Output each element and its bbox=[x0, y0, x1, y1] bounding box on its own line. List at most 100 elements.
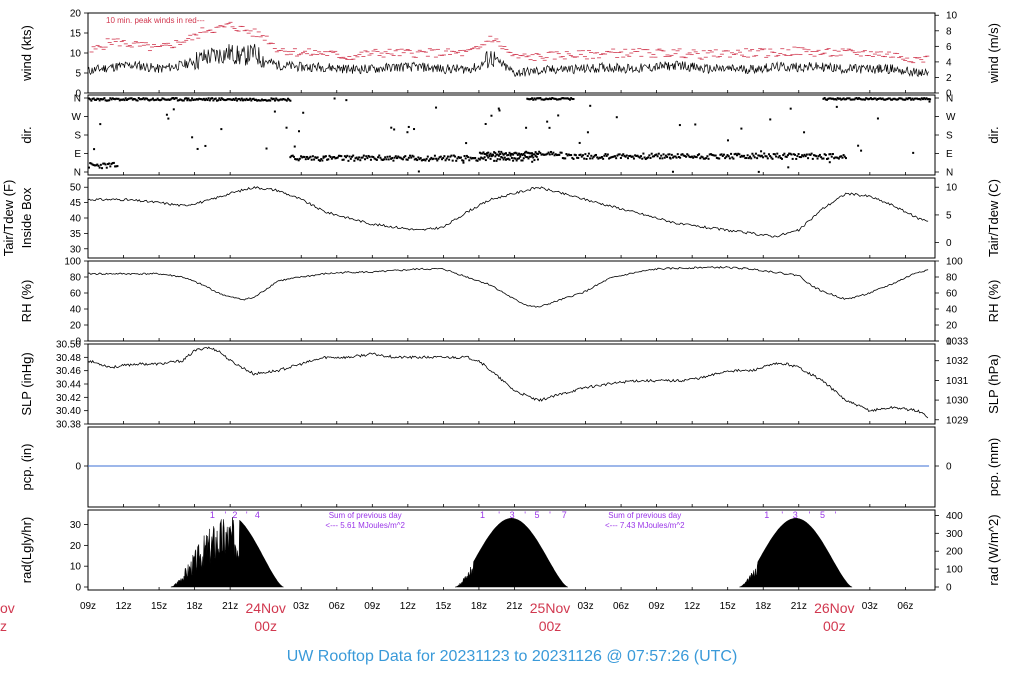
direction-point bbox=[887, 97, 890, 100]
direction-point bbox=[461, 159, 464, 162]
direction-point bbox=[247, 98, 250, 101]
direction-point bbox=[591, 157, 594, 160]
direction-point bbox=[814, 154, 817, 157]
direction-point bbox=[621, 154, 624, 157]
direction-point bbox=[732, 157, 735, 160]
direction-point bbox=[484, 159, 487, 162]
direction-point bbox=[510, 152, 513, 155]
y-axis-label-left: pcp. (in) bbox=[19, 444, 34, 491]
y-tick-label: 20 bbox=[70, 9, 82, 20]
direction-point bbox=[515, 152, 518, 155]
direction-point bbox=[490, 114, 493, 117]
direction-point bbox=[852, 98, 855, 101]
direction-point bbox=[740, 154, 743, 157]
direction-point bbox=[520, 159, 523, 162]
direction-point bbox=[101, 98, 104, 101]
direction-point bbox=[483, 152, 486, 155]
y-tick-label-right: 20 bbox=[946, 321, 958, 332]
direction-point bbox=[572, 157, 575, 160]
direction-point bbox=[849, 98, 852, 101]
direction-point bbox=[534, 154, 537, 157]
direction-point bbox=[488, 154, 491, 157]
direction-point bbox=[906, 98, 909, 101]
x-tick-label: 03z bbox=[577, 601, 593, 612]
direction-point bbox=[769, 118, 772, 121]
direction-point bbox=[213, 98, 216, 101]
direction-point bbox=[683, 154, 686, 157]
direction-point bbox=[400, 157, 403, 160]
direction-point bbox=[379, 156, 382, 159]
direction-point bbox=[758, 154, 761, 157]
direction-point bbox=[384, 156, 387, 159]
direction-point bbox=[226, 98, 229, 101]
direction-point bbox=[844, 98, 847, 101]
y-tick-label-right: 100 bbox=[946, 565, 963, 576]
direction-point bbox=[317, 159, 320, 162]
y-tick-label: 20 bbox=[70, 541, 82, 552]
direction-point bbox=[110, 162, 113, 165]
direction-point bbox=[555, 98, 558, 101]
direction-point bbox=[605, 154, 608, 157]
direction-point bbox=[221, 98, 224, 101]
y-axis-right-rh: 0 20 40 60 80 100 bbox=[935, 257, 963, 348]
panel-frame-pcp bbox=[87, 426, 936, 508]
direction-point bbox=[759, 155, 762, 158]
direction-point bbox=[597, 157, 600, 160]
direction-point bbox=[598, 156, 601, 159]
direction-point bbox=[493, 159, 496, 162]
direction-point bbox=[497, 154, 500, 157]
y-axis-label-right: SLP (hPa) bbox=[986, 354, 1001, 414]
direction-point bbox=[840, 155, 843, 158]
direction-point bbox=[303, 155, 306, 158]
direction-point bbox=[544, 153, 547, 156]
direction-point bbox=[444, 159, 447, 162]
direction-point bbox=[821, 157, 824, 160]
direction-point bbox=[212, 99, 215, 102]
hour-mark: ' bbox=[524, 510, 526, 520]
direction-point bbox=[393, 156, 396, 159]
direction-point bbox=[148, 99, 151, 102]
direction-point bbox=[179, 98, 182, 101]
direction-point bbox=[608, 157, 611, 160]
direction-point bbox=[603, 154, 606, 157]
direction-point bbox=[532, 156, 535, 159]
direction-point bbox=[518, 157, 521, 160]
direction-point bbox=[911, 97, 914, 100]
y-tick-label-right: 40 bbox=[946, 305, 958, 316]
direction-point bbox=[747, 157, 750, 160]
x-tick-label: 12z bbox=[684, 601, 700, 612]
direction-point bbox=[244, 99, 247, 102]
direction-point bbox=[664, 154, 667, 157]
direction-point bbox=[572, 98, 575, 101]
direction-point bbox=[136, 99, 139, 102]
direction-point bbox=[750, 157, 753, 160]
direction-point bbox=[835, 98, 838, 101]
y-axis-label-left: rad(Lgly/hr) bbox=[19, 517, 34, 583]
direction-point bbox=[382, 158, 385, 161]
direction-point bbox=[271, 98, 274, 101]
day-sublabel: 00z bbox=[254, 618, 277, 634]
direction-point bbox=[540, 98, 543, 101]
direction-point bbox=[498, 109, 501, 112]
direction-point bbox=[227, 98, 230, 101]
direction-point bbox=[700, 155, 703, 158]
direction-point bbox=[510, 156, 513, 159]
direction-point bbox=[542, 98, 545, 101]
direction-point bbox=[496, 158, 499, 161]
direction-point bbox=[239, 99, 242, 102]
direction-point bbox=[275, 97, 278, 100]
direction-point bbox=[381, 159, 384, 162]
direction-point bbox=[489, 157, 492, 160]
radiation-area bbox=[455, 518, 568, 588]
direction-point bbox=[929, 98, 932, 101]
panel-frame-dir bbox=[87, 94, 936, 176]
direction-point bbox=[105, 99, 108, 102]
direction-point bbox=[507, 153, 510, 156]
direction-point bbox=[522, 152, 525, 155]
direction-point bbox=[771, 157, 774, 160]
direction-point bbox=[387, 158, 390, 161]
direction-point bbox=[604, 153, 607, 156]
direction-point bbox=[104, 99, 107, 102]
direction-point bbox=[489, 152, 492, 155]
y-tick-label-right: 8 bbox=[946, 26, 952, 37]
